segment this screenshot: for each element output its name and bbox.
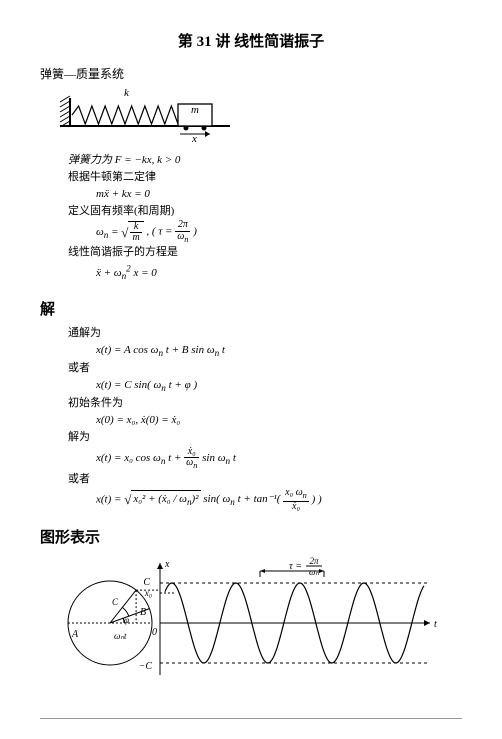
svg-text:−C: −C [139,661,153,672]
svg-text:x: x [191,133,197,145]
svg-text:A: A [71,629,79,640]
or-label-2: 或者 [68,471,462,488]
svg-text:τ =: τ = [289,561,302,572]
sho-eq: ẍ + ωn2 x = 0 [96,261,462,283]
newton-law-label: 根据牛顿第二定律 [68,169,462,186]
solution-eq-alt: x(t) = x₀² + (ẋ₀ / ωn)² sin( ωn t + tan⁻… [96,488,462,512]
svg-text:k: k [124,88,130,99]
page-title: 第 31 讲 线性简谐振子 [40,30,462,51]
svg-text:C: C [112,597,119,607]
wave-diagram: τ = 2πωₙ x t 0 Cx₀ −C A B Cφ ωₙt [40,553,462,693]
section-graphical: 图形表示 [40,526,462,547]
or-label-1: 或者 [68,360,462,377]
svg-text:x₀: x₀ [144,588,152,598]
define-freq-label: 定义固有频率(和周期) [68,203,462,220]
svg-text:B: B [140,607,146,618]
initial-cond: x(0) = x₀, ẋ(0) = ẋ₀ [96,412,462,429]
section-spring-mass: 弹簧—质量系统 [40,65,462,82]
svg-text:x: x [164,559,170,570]
initial-cond-label: 初始条件为 [68,395,462,412]
svg-text:ωₙ: ωₙ [309,567,319,577]
general-sol-alt: x(t) = C sin( ωn t + φ ) [96,377,462,395]
natural-freq-eq: ωn = km , ( τ = 2πωn ) [96,220,462,244]
svg-text:m: m [191,104,199,116]
svg-text:ωₙt: ωₙt [114,631,127,641]
svg-text:φ: φ [124,615,129,625]
svg-text:t: t [434,619,437,630]
svg-text:2π: 2π [309,556,319,566]
spring-force-eq: 弹簧力为 F = −kx, k > 0 [68,152,462,169]
ode-raw: mẍ + kx = 0 [96,186,462,203]
spring-mass-diagram: k m x [40,88,462,148]
general-sol-label: 通解为 [68,325,462,342]
section-solution: 解 [40,298,462,319]
general-sol-eq: x(t) = A cos ωn t + B sin ωn t [96,342,462,360]
solution-eq: x(t) = x₀ cos ωn t + ẋ₀ωn sin ωn t [96,447,462,471]
svg-text:C: C [143,577,150,588]
solution-label: 解为 [68,429,462,446]
sho-eq-label: 线性简谐振子的方程是 [68,244,462,261]
page-footer [40,718,462,719]
svg-text:0: 0 [152,627,157,638]
